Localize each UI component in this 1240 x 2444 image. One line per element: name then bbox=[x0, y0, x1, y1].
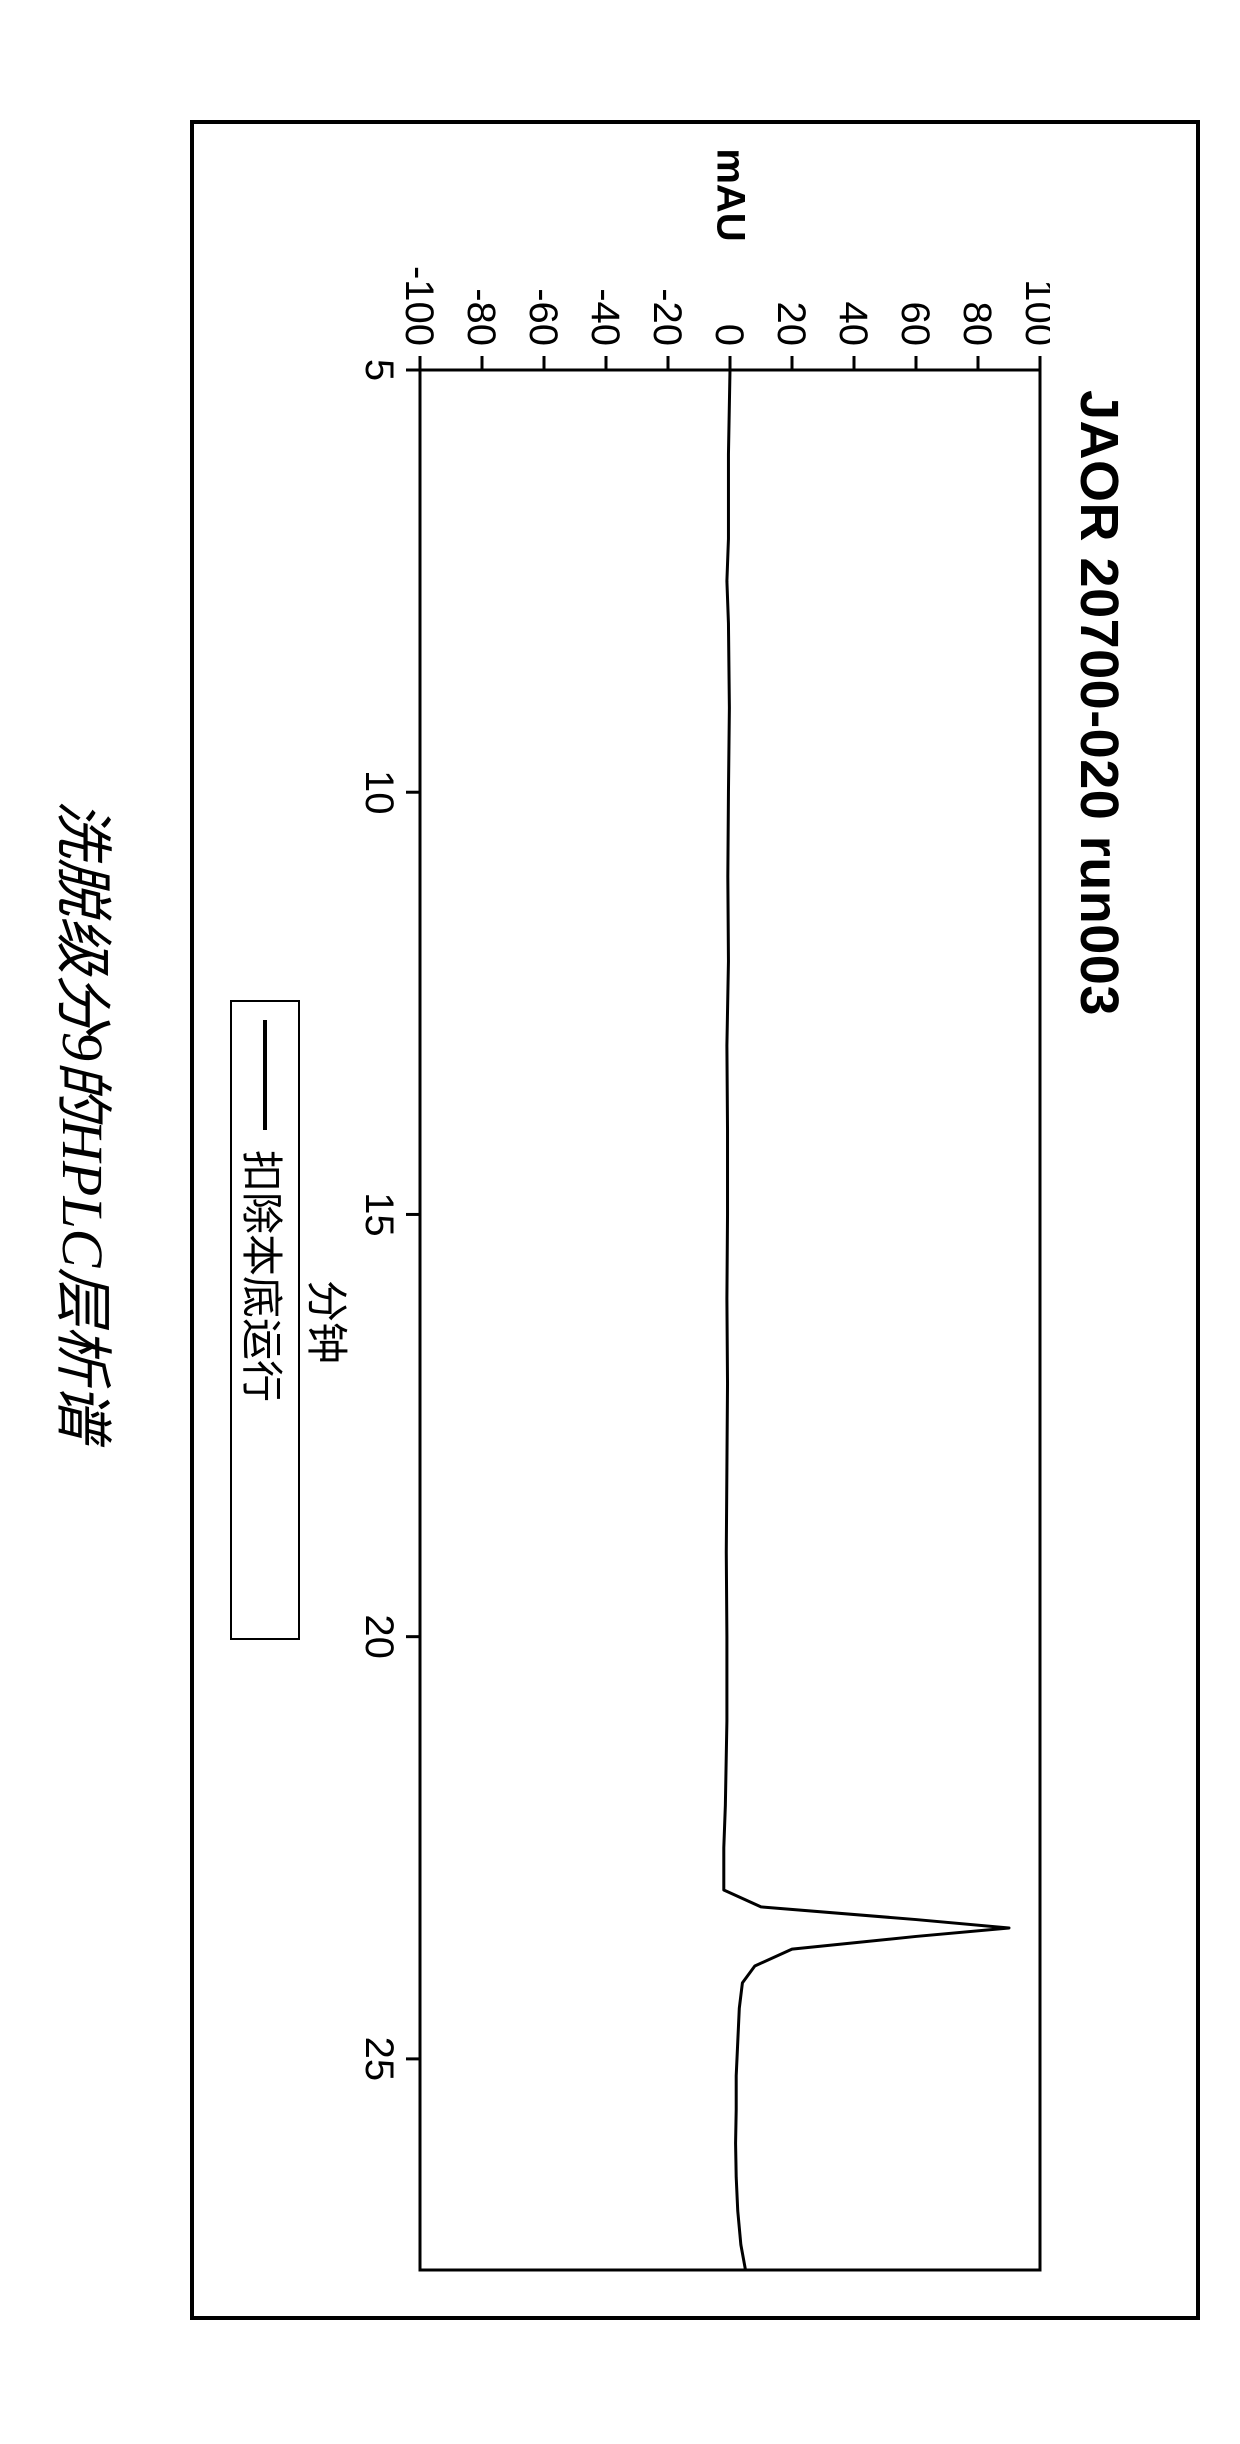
svg-text:10: 10 bbox=[357, 770, 401, 815]
svg-text:60: 60 bbox=[893, 302, 937, 347]
svg-text:80: 80 bbox=[955, 302, 999, 347]
svg-text:-60: -60 bbox=[521, 288, 565, 346]
svg-text:-20: -20 bbox=[645, 288, 689, 346]
svg-text:40: 40 bbox=[831, 302, 875, 347]
hplc-chromatogram-plot: -100 -80 -60 -40 -20 0 20 40 60 80 100 5 10 15 20 25 bbox=[350, 230, 1050, 2280]
svg-text:20: 20 bbox=[357, 1614, 401, 1659]
svg-text:-100: -100 bbox=[397, 266, 441, 346]
figure-caption: 洗脱级分9的HPLC层析谱 bbox=[46, 800, 130, 1441]
legend-line-sample bbox=[263, 1020, 267, 1130]
svg-text:-80: -80 bbox=[459, 288, 503, 346]
legend-label: 扣除本底运行 bbox=[235, 1150, 296, 1402]
chart-title: JAOR 20700-020 run003 bbox=[1068, 390, 1130, 1016]
svg-text:15: 15 bbox=[357, 1192, 401, 1237]
y-axis-label: mAU bbox=[708, 148, 753, 241]
svg-text:-40: -40 bbox=[583, 288, 627, 346]
x-axis-label: 分钟 bbox=[299, 1280, 360, 1364]
svg-text:25: 25 bbox=[357, 2037, 401, 2082]
svg-text:100: 100 bbox=[1017, 279, 1050, 346]
svg-text:20: 20 bbox=[769, 302, 813, 347]
legend: 扣除本底运行 bbox=[230, 1000, 300, 1640]
svg-text:0: 0 bbox=[707, 324, 751, 346]
svg-text:5: 5 bbox=[357, 359, 401, 381]
